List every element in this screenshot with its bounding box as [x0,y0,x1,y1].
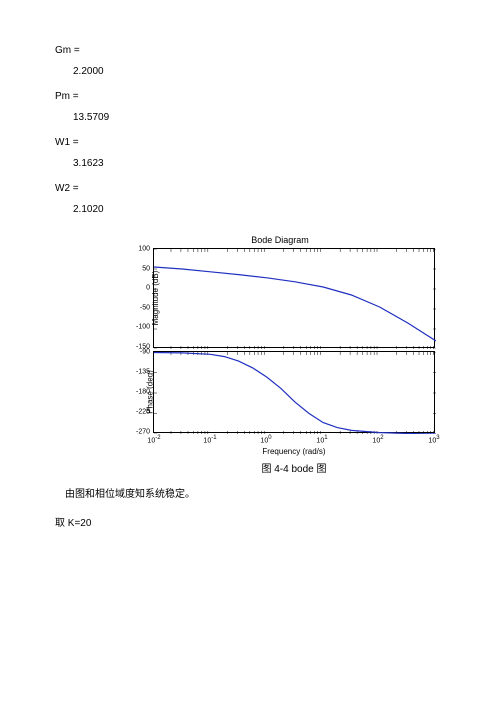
phase-ytick: -135 [132,369,150,376]
figure-caption: 图 4-4 bode 图 [153,460,435,475]
xtick: 10-2 [147,435,160,444]
gm-value: 2.2000 [55,66,450,77]
x-axis-label: Frequency (rad/s) [153,447,435,456]
gm-block: Gm = 2.2000 [55,45,450,77]
phase-curve [154,352,436,434]
xtick: 10-1 [203,435,216,444]
w2-value: 2.1020 [55,204,450,215]
pm-block: Pm = 13.5709 [55,91,450,123]
mag-ytick: 50 [132,265,150,272]
xtick: 102 [372,435,383,444]
phase-panel: Phase (deg) -90-135-180-225-270 10-210-1… [153,351,435,433]
phase-ytick: -225 [132,409,150,416]
bode-chart: Bode Diagram Magnitude (dB) 100500-50-10… [125,235,435,475]
phase-ytick: -180 [132,389,150,396]
mag-curve [154,249,436,349]
xtick: 103 [428,435,439,444]
mag-ytick: 0 [132,285,150,292]
pm-value: 13.5709 [55,112,450,123]
w2-block: W2 = 2.1020 [55,183,450,215]
pm-label: Pm = [55,91,450,102]
w1-value: 3.1623 [55,158,450,169]
gm-label: Gm = [55,45,450,56]
w1-label: W1 = [55,137,450,148]
xtick: 100 [260,435,271,444]
w2-label: W2 = [55,183,450,194]
xtick: 101 [316,435,327,444]
w1-block: W1 = 3.1623 [55,137,450,169]
k-value-text: 取 K=20 [55,514,450,529]
conclusion-text: 由图和相位域度知系统稳定。 [55,485,450,500]
chart-title: Bode Diagram [125,235,435,245]
magnitude-panel: Magnitude (dB) 100500-50-100-150 [153,248,435,348]
mag-ytick: -50 [132,304,150,311]
phase-ytick: -90 [132,349,150,356]
mag-ytick: 100 [132,246,150,253]
mag-ytick: -100 [132,324,150,331]
